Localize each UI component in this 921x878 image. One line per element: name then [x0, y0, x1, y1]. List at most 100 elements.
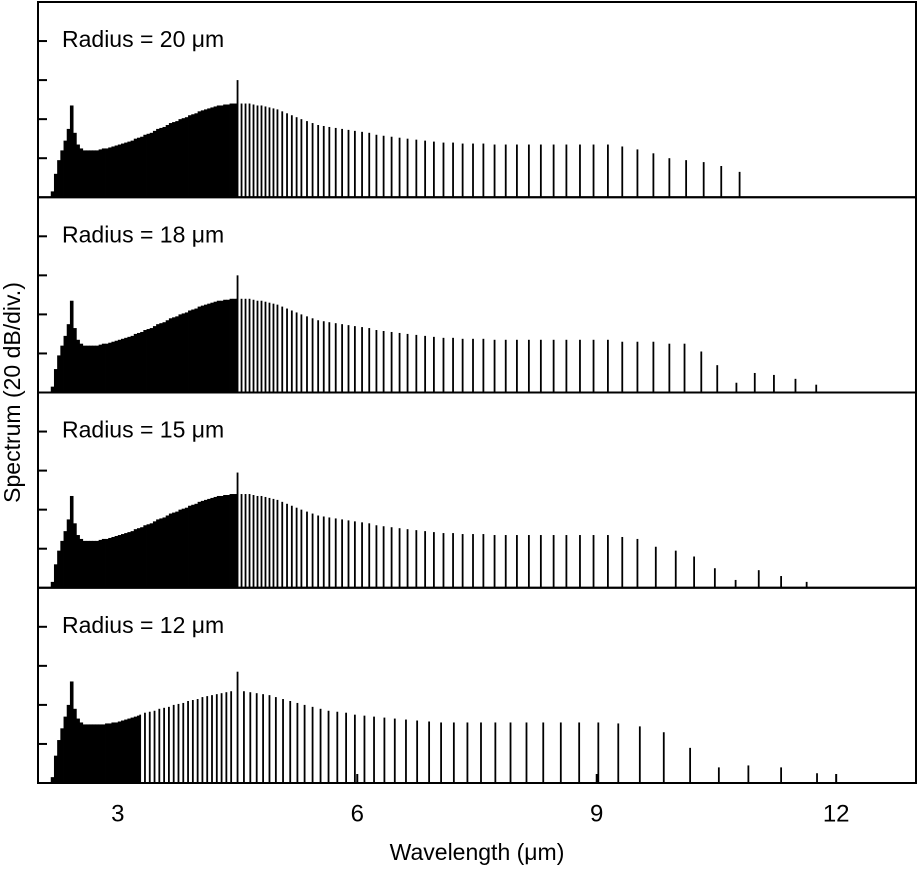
- spectral-line: [124, 719, 128, 783]
- spectral-line: [178, 509, 183, 588]
- spectral-line: [303, 704, 306, 783]
- panel-frame: [37, 586, 917, 784]
- spectral-line: [327, 710, 330, 783]
- spectral-line: [220, 693, 223, 783]
- spectral-line: [274, 697, 277, 783]
- spectral-line: [504, 535, 507, 588]
- spectral-line: [69, 681, 74, 783]
- spectral-line: [105, 723, 109, 783]
- spectral-line: [368, 132, 371, 198]
- spectral-line: [98, 344, 103, 393]
- spectral-line: [415, 139, 418, 198]
- spectral-line: [341, 519, 344, 588]
- spectral-line: [260, 105, 263, 198]
- spectral-line: [73, 708, 77, 783]
- spectral-line: [148, 711, 151, 783]
- spectral-line: [50, 581, 55, 588]
- spectral-line: [105, 538, 109, 588]
- spectral-line: [232, 298, 237, 393]
- spectral-line: [66, 324, 71, 393]
- spectral-line: [177, 703, 180, 783]
- spectral-line: [79, 538, 84, 588]
- spectral-line: [416, 720, 419, 783]
- spectral-line: [53, 755, 58, 783]
- spectral-line: [353, 521, 356, 588]
- spectral-line: [111, 146, 116, 198]
- spectral-line: [452, 337, 454, 393]
- spectral-line: [406, 529, 409, 588]
- spectral-line: [424, 531, 427, 588]
- spectral-line: [252, 299, 255, 393]
- spectral-line: [461, 338, 464, 393]
- spectral-line: [226, 104, 230, 198]
- spectral-line: [60, 150, 64, 198]
- spectral-line: [398, 528, 401, 588]
- spectral-line: [139, 714, 142, 783]
- spectral-line: [668, 158, 671, 198]
- spectral-line: [108, 147, 112, 198]
- spectral-line: [210, 107, 214, 198]
- spectral-line: [114, 722, 119, 783]
- spectral-line: [432, 141, 435, 198]
- spectral-line: [578, 722, 581, 783]
- spectral-line: [527, 535, 530, 588]
- spectral-line: [592, 535, 595, 588]
- spectral-line: [539, 339, 542, 393]
- spectral-line: [168, 513, 173, 588]
- spectral-line: [101, 148, 106, 198]
- spectral-line: [527, 144, 530, 198]
- spectral-line: [300, 314, 303, 393]
- spectral-line: [268, 695, 271, 783]
- spectral-line: [255, 693, 258, 783]
- spectral-line: [105, 343, 109, 393]
- spectral-line: [149, 328, 154, 393]
- spectral-line: [300, 509, 303, 588]
- spectral-line: [82, 724, 87, 783]
- spectral-line: [290, 310, 293, 393]
- spectral-line: [286, 503, 288, 588]
- spectral-line: [607, 144, 609, 198]
- spectral-line: [805, 581, 808, 588]
- spectral-line: [424, 140, 427, 198]
- spectral-line: [702, 162, 705, 198]
- spectral-line: [268, 107, 271, 198]
- spectral-line: [194, 113, 199, 198]
- spectral-line: [187, 700, 189, 783]
- spectral-line: [375, 525, 378, 588]
- spectral-line: [539, 144, 542, 198]
- spectral-line: [276, 109, 279, 198]
- spectral-line: [652, 341, 655, 393]
- spectral-line: [79, 722, 84, 783]
- spectral-line: [92, 345, 96, 393]
- spectral-line: [272, 498, 275, 588]
- spectral-line: [347, 325, 350, 393]
- spectral-line: [607, 535, 609, 588]
- spectral-line: [101, 724, 106, 783]
- spectral-line: [85, 345, 90, 393]
- spectral-line: [124, 142, 128, 198]
- spectral-line: [398, 137, 401, 198]
- spectral-line: [215, 694, 218, 783]
- spectral-line: [108, 723, 112, 783]
- spectral-line: [143, 330, 147, 393]
- spectral-line: [50, 191, 55, 198]
- spectral-line: [504, 339, 507, 393]
- spectral-line: [178, 119, 183, 198]
- spectral-line: [200, 110, 205, 198]
- spectral-line: [223, 104, 227, 198]
- spectral-line: [747, 765, 750, 783]
- spectral-line: [168, 706, 170, 783]
- spectral-line: [149, 523, 154, 588]
- spectral-line: [406, 333, 409, 393]
- spectral-line: [472, 143, 474, 198]
- spectral-line: [542, 722, 545, 783]
- spectral-line: [734, 579, 737, 588]
- spectral-line: [230, 691, 233, 783]
- spectral-line: [480, 722, 482, 783]
- spectral-line: [89, 724, 93, 783]
- spectral-line: [306, 121, 308, 198]
- spectral-line: [127, 532, 131, 588]
- spectral-line: [229, 103, 234, 198]
- spectral-line: [63, 140, 68, 198]
- spectral-line: [181, 313, 186, 393]
